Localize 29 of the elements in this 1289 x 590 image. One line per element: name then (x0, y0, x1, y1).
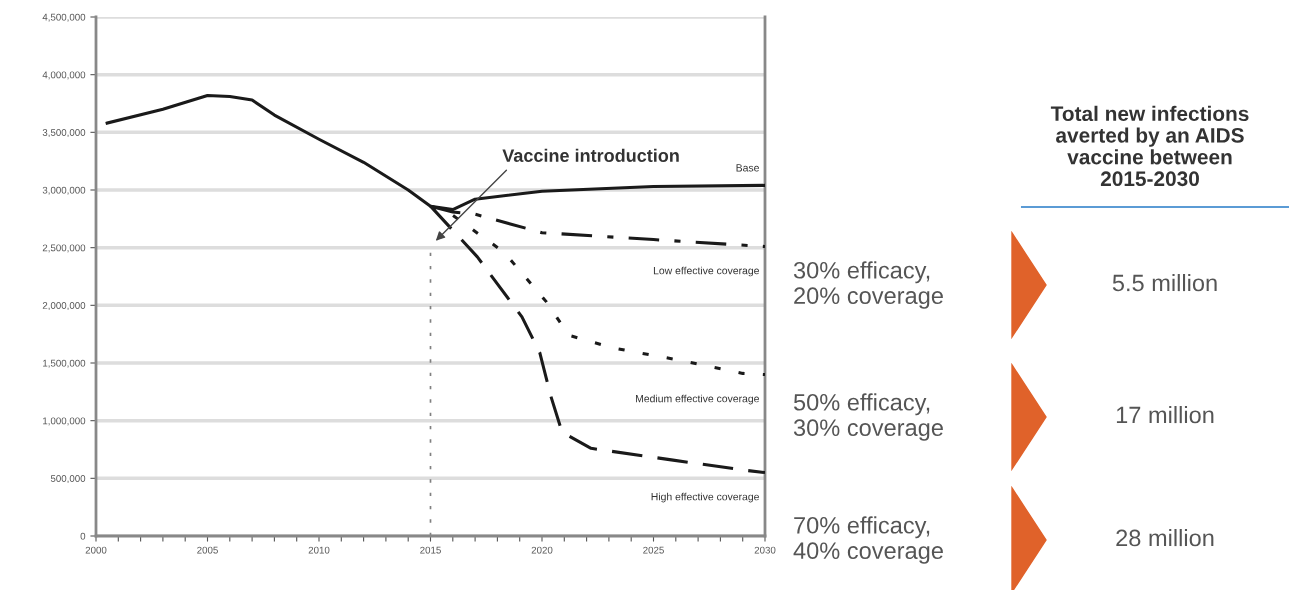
text: 30% efficacy, 20% coverage (793, 261, 943, 309)
y-tick-label: 1,500,000 (43, 359, 86, 368)
text: Total new infections averted by an AIDS vaccine between 2015-2030 (1050, 105, 1249, 187)
series-label: Medium effective coverage (636, 394, 759, 405)
y-tick-label: 0 (80, 532, 86, 540)
text: 50% efficacy, 30% coverage (793, 393, 943, 441)
y-tick-label: 500,000 (50, 475, 86, 484)
x-tick-label: 2000 (85, 546, 107, 554)
y-tick-label: 3,000,000 (42, 186, 86, 195)
x-tick-label: 2030 (754, 546, 776, 554)
y-tick-label: 1,000,000 (43, 417, 86, 426)
y-tick-label: 4,500,000 (42, 13, 86, 22)
series-label: Base (736, 164, 759, 172)
annotation: Vaccine introduction (502, 148, 679, 162)
x-tick-label: 2020 (531, 546, 553, 554)
y-tick-label: 4,000,000 (42, 71, 86, 80)
series-label: High effective coverage (651, 492, 759, 503)
x-tick-label: 2010 (308, 546, 330, 554)
text: 17 million (1116, 406, 1214, 424)
x-tick-label: 2025 (643, 546, 664, 554)
y-tick-label: 2,000,000 (42, 302, 86, 311)
y-tick-label: 3,500,000 (42, 129, 86, 138)
text: 28 million (1116, 528, 1214, 547)
series-label: Low effective coverage (653, 266, 759, 277)
x-tick-label: 2005 (197, 546, 218, 554)
text: 70% efficacy, 40% coverage (793, 516, 943, 564)
text: 5.5 million (1112, 274, 1217, 292)
x-tick-label: 2015 (420, 546, 441, 554)
y-tick-label: 2,500,000 (42, 244, 86, 253)
